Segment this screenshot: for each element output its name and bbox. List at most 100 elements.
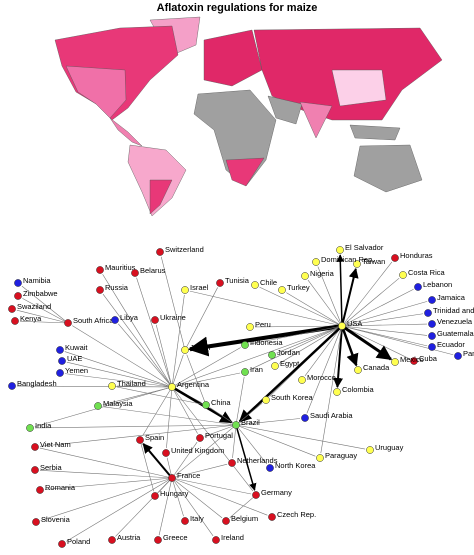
node — [8, 382, 16, 390]
node — [241, 368, 249, 376]
edge — [171, 385, 233, 424]
edge — [16, 309, 69, 324]
node — [414, 283, 422, 291]
edge — [306, 325, 343, 414]
node-label: El Salvador — [345, 243, 384, 252]
node-label: Viet Nam — [40, 440, 71, 449]
node-label: Serbia — [40, 463, 63, 472]
edge — [341, 277, 400, 327]
node — [410, 357, 418, 365]
edge — [22, 298, 69, 324]
node-label: Jamaica — [437, 293, 466, 302]
node-label: South Africa — [73, 316, 114, 325]
edge — [66, 361, 173, 388]
edge — [341, 261, 393, 327]
node — [96, 266, 104, 274]
node — [278, 286, 286, 294]
edge — [115, 477, 173, 537]
node-label: Nigeria — [310, 269, 335, 278]
edge — [317, 266, 343, 327]
edge — [204, 424, 237, 437]
node — [151, 316, 159, 324]
node-label: Kenya — [20, 314, 42, 323]
edge — [40, 477, 173, 521]
edge — [235, 376, 245, 426]
node — [36, 486, 44, 494]
node — [14, 279, 22, 287]
edge — [171, 477, 184, 517]
node-label: Mexico — [400, 355, 424, 364]
node — [14, 292, 22, 300]
map-title: Aflatoxin regulations for maize — [157, 2, 318, 14]
node — [312, 258, 320, 266]
node-label: Saudi Arabia — [310, 411, 353, 420]
edge — [235, 424, 268, 465]
edge — [238, 325, 343, 423]
node — [216, 279, 224, 287]
node — [56, 369, 64, 377]
edge — [64, 351, 173, 388]
node — [168, 474, 176, 482]
node — [333, 388, 341, 396]
node — [391, 254, 399, 262]
edge — [235, 402, 263, 426]
node-label: Malaysia — [103, 399, 133, 408]
node — [251, 281, 259, 289]
edge — [249, 325, 343, 345]
edge — [254, 325, 343, 328]
edge — [102, 406, 237, 426]
node-label: Italy — [190, 514, 204, 523]
node-label: Yemen — [65, 366, 88, 375]
node-label: Germany — [261, 488, 292, 497]
node-label: Kuwait — [65, 343, 88, 352]
node — [338, 322, 346, 330]
edge — [235, 424, 366, 450]
edge — [171, 477, 268, 516]
node — [246, 323, 254, 331]
edge — [229, 494, 257, 518]
edge — [307, 279, 343, 327]
node-label: Honduras — [400, 251, 433, 260]
node — [31, 443, 39, 451]
world-map — [54, 16, 443, 217]
edge — [320, 325, 343, 454]
node — [298, 376, 306, 384]
edge — [176, 325, 343, 386]
node — [232, 421, 240, 429]
node — [454, 352, 462, 360]
edge — [336, 254, 345, 327]
edge — [158, 477, 173, 536]
edge — [171, 441, 198, 479]
edge — [249, 325, 343, 371]
edge — [171, 386, 254, 492]
node — [181, 346, 189, 354]
node — [424, 309, 432, 317]
node-label: Tunisia — [225, 276, 250, 285]
node-label: Russia — [105, 283, 129, 292]
node-label: Spain — [145, 433, 164, 442]
edge — [341, 267, 359, 327]
node — [26, 424, 34, 432]
node-label: Uruguay — [375, 443, 404, 452]
node-label: Namibia — [23, 276, 51, 285]
edge — [341, 325, 428, 336]
node-label: Mauritius — [105, 263, 136, 272]
node-label: Hungary — [160, 489, 189, 498]
node-label: Israel — [190, 283, 209, 292]
node-label: Slovenia — [41, 515, 71, 524]
node-label: Iran — [250, 365, 263, 374]
edge — [341, 289, 414, 327]
edge — [171, 477, 214, 537]
node-label: Romania — [45, 483, 76, 492]
node-label: Zimbabwe — [23, 289, 58, 298]
node-label: USA — [347, 319, 362, 328]
node-label: Japan — [190, 343, 210, 352]
node — [262, 396, 270, 404]
node — [94, 402, 102, 410]
edge — [341, 325, 410, 360]
node — [222, 517, 230, 525]
node — [336, 246, 344, 254]
node — [181, 517, 189, 525]
edge — [232, 424, 237, 459]
